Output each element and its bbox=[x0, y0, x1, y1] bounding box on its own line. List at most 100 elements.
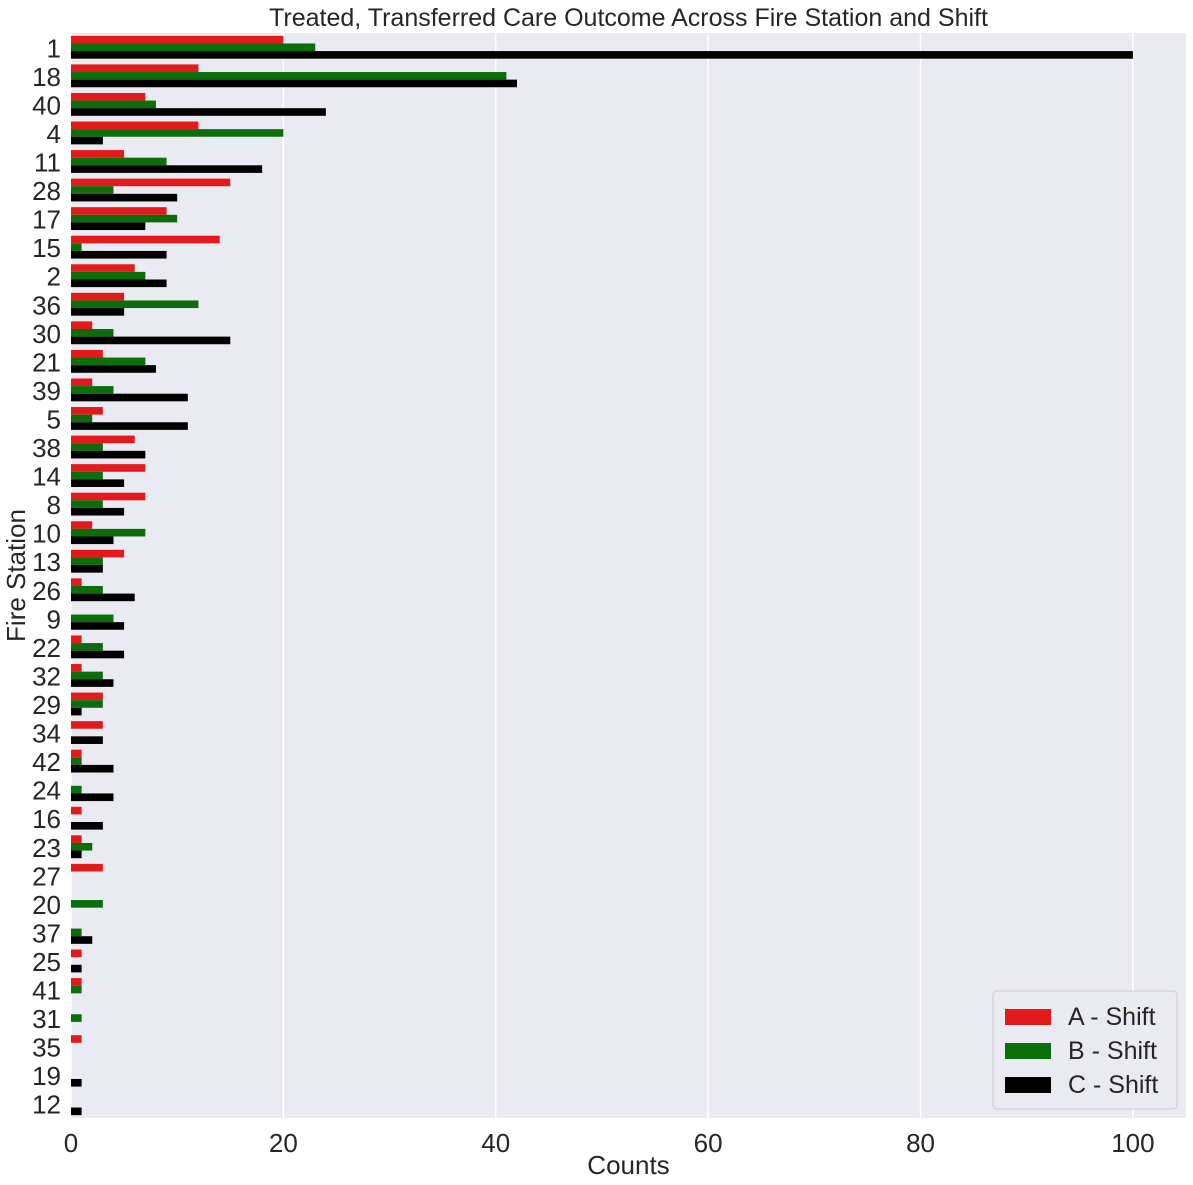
x-tick-label: 40 bbox=[481, 1128, 510, 1158]
bar-c-shift-4 bbox=[71, 136, 103, 145]
bar-b-shift-40 bbox=[71, 100, 156, 109]
bar-a-shift-26 bbox=[71, 578, 82, 586]
bar-a-shift-2 bbox=[71, 264, 135, 272]
bar-c-shift-8 bbox=[71, 507, 125, 516]
bar-a-shift-18 bbox=[71, 64, 199, 73]
bar-b-shift-41 bbox=[71, 985, 82, 994]
y-tick-label: 16 bbox=[32, 804, 61, 834]
y-tick-label: 35 bbox=[32, 1033, 61, 1063]
bar-b-shift-39 bbox=[71, 386, 114, 394]
y-tick-label: 4 bbox=[47, 119, 61, 149]
bar-c-shift-17 bbox=[71, 222, 146, 231]
bar-c-shift-2 bbox=[71, 279, 167, 288]
bar-b-shift-10 bbox=[71, 528, 146, 537]
legend-swatch bbox=[1005, 1009, 1051, 1025]
y-tick-label: 28 bbox=[32, 176, 61, 206]
bar-b-shift-17 bbox=[71, 214, 178, 223]
bar-a-shift-28 bbox=[71, 178, 231, 187]
bar-b-shift-24 bbox=[71, 785, 82, 794]
bar-a-shift-35 bbox=[71, 1035, 82, 1043]
bar-c-shift-42 bbox=[71, 764, 114, 773]
bar-a-shift-8 bbox=[71, 492, 146, 501]
bar-c-shift-22 bbox=[71, 650, 125, 659]
bar-b-shift-15 bbox=[71, 243, 82, 251]
bar-c-shift-15 bbox=[71, 250, 167, 259]
bar-c-shift-16 bbox=[71, 822, 103, 830]
bar-b-shift-5 bbox=[71, 414, 93, 423]
bar-c-shift-14 bbox=[71, 479, 125, 487]
y-tick-label: 11 bbox=[34, 147, 61, 177]
bar-c-shift-40 bbox=[71, 108, 326, 116]
bar-c-shift-30 bbox=[71, 336, 231, 345]
bar-a-shift-30 bbox=[71, 321, 93, 329]
bar-c-shift-23 bbox=[71, 850, 82, 859]
bar-a-shift-42 bbox=[71, 749, 82, 758]
bar-a-shift-29 bbox=[71, 692, 103, 701]
y-tick-label: 30 bbox=[32, 319, 61, 349]
bar-b-shift-8 bbox=[71, 500, 103, 508]
bar-b-shift-28 bbox=[71, 186, 114, 194]
bar-c-shift-21 bbox=[71, 365, 156, 373]
y-tick-label: 23 bbox=[32, 833, 61, 863]
bar-c-shift-29 bbox=[71, 707, 82, 716]
x-axis-label: Counts bbox=[587, 1150, 669, 1180]
bar-a-shift-16 bbox=[71, 806, 82, 815]
bar-a-shift-41 bbox=[71, 978, 82, 986]
bar-c-shift-5 bbox=[71, 422, 188, 430]
bar-a-shift-21 bbox=[71, 349, 103, 358]
legend-label: B - Shift bbox=[1068, 1037, 1157, 1065]
bar-a-shift-4 bbox=[71, 121, 199, 130]
bar-a-shift-34 bbox=[71, 721, 103, 729]
bar-c-shift-37 bbox=[71, 936, 93, 944]
bar-a-shift-17 bbox=[71, 207, 167, 215]
bar-a-shift-15 bbox=[71, 235, 220, 244]
bar-a-shift-23 bbox=[71, 835, 82, 843]
bar-a-shift-25 bbox=[71, 949, 82, 958]
x-tick-label: 20 bbox=[269, 1128, 298, 1158]
bar-b-shift-29 bbox=[71, 700, 103, 708]
bar-c-shift-18 bbox=[71, 79, 517, 88]
y-tick-label: 34 bbox=[32, 719, 61, 749]
y-tick-label: 39 bbox=[32, 376, 61, 406]
bar-b-shift-23 bbox=[71, 842, 93, 851]
bar-b-shift-21 bbox=[71, 357, 146, 366]
plot-background bbox=[71, 33, 1186, 1118]
y-tick-label: 20 bbox=[32, 890, 61, 920]
bar-c-shift-25 bbox=[71, 964, 82, 973]
y-tick-label: 19 bbox=[32, 1061, 61, 1091]
bar-a-shift-1 bbox=[71, 35, 284, 44]
bar-a-shift-40 bbox=[71, 92, 146, 101]
y-tick-label: 32 bbox=[32, 661, 61, 691]
bar-a-shift-22 bbox=[71, 635, 82, 644]
y-tick-label: 17 bbox=[32, 205, 61, 235]
bar-c-shift-10 bbox=[71, 536, 114, 545]
bar-c-shift-36 bbox=[71, 308, 125, 316]
bar-b-shift-32 bbox=[71, 671, 103, 680]
bar-c-shift-13 bbox=[71, 565, 103, 573]
y-tick-label: 14 bbox=[32, 462, 61, 492]
bar-c-shift-34 bbox=[71, 736, 103, 744]
y-tick-label: 8 bbox=[47, 490, 61, 520]
bar-b-shift-31 bbox=[71, 1014, 82, 1022]
bar-c-shift-1 bbox=[71, 51, 1133, 59]
y-tick-label: 36 bbox=[32, 290, 61, 320]
legend-label: C - Shift bbox=[1068, 1071, 1158, 1099]
y-tick-label: 2 bbox=[47, 262, 61, 292]
bar-b-shift-20 bbox=[71, 900, 103, 908]
bar-b-shift-18 bbox=[71, 72, 507, 80]
legend-label: A - Shift bbox=[1068, 1003, 1156, 1031]
legend-swatch bbox=[1005, 1043, 1051, 1059]
y-tick-label: 41 bbox=[32, 976, 61, 1006]
y-tick-label: 27 bbox=[32, 861, 61, 891]
y-tick-label: 5 bbox=[47, 404, 61, 434]
bar-c-shift-24 bbox=[71, 793, 114, 802]
bar-c-shift-32 bbox=[71, 679, 114, 687]
chart-title: Treated, Transferred Care Outcome Across… bbox=[269, 4, 988, 32]
y-tick-label: 29 bbox=[32, 690, 61, 720]
y-tick-label: 18 bbox=[32, 62, 61, 92]
bar-c-shift-26 bbox=[71, 593, 135, 602]
y-tick-label: 13 bbox=[32, 547, 61, 577]
bar-b-shift-2 bbox=[71, 271, 146, 280]
